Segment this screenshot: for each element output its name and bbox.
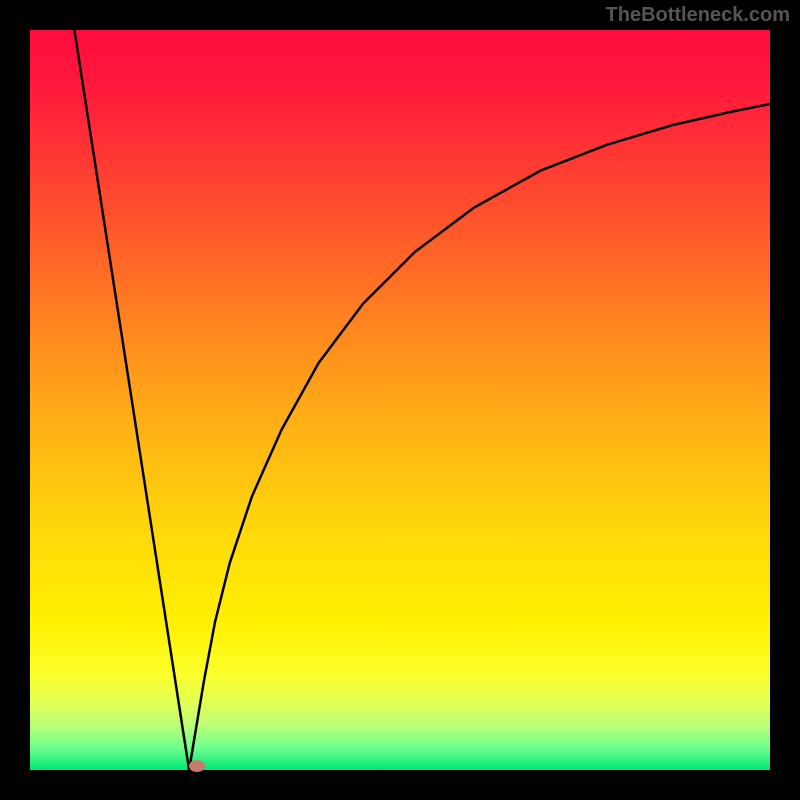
vertex-marker bbox=[189, 760, 205, 772]
watermark-text: TheBottleneck.com bbox=[606, 4, 790, 27]
chart-container: TheBottleneck.com bbox=[0, 0, 800, 800]
curve-layer bbox=[30, 30, 770, 770]
plot-area bbox=[30, 30, 770, 770]
bottleneck-curve bbox=[74, 30, 770, 770]
